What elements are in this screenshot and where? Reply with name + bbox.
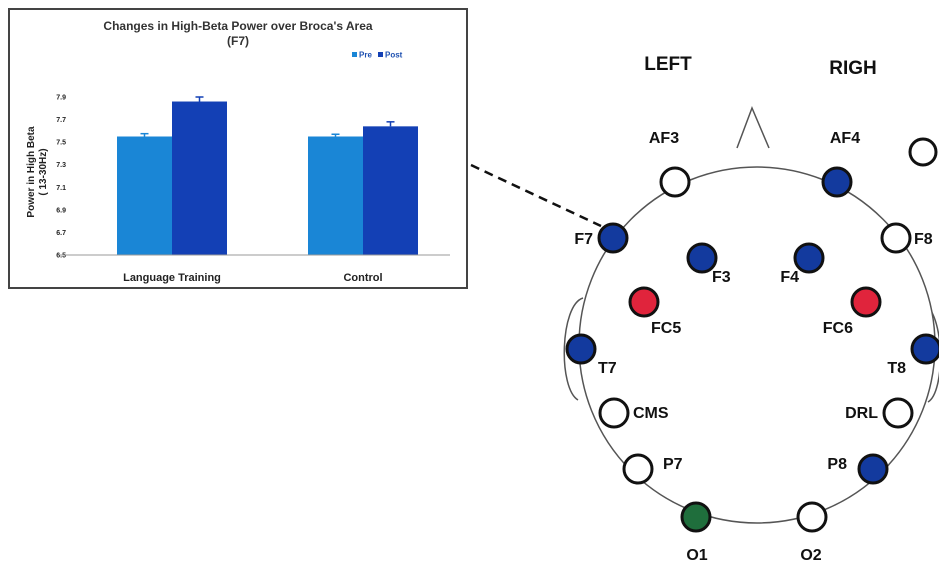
y-tick-label: 6.7 — [56, 230, 66, 237]
electrode-label: AF4 — [830, 130, 860, 147]
chart-subtitle: (F7) — [227, 34, 249, 48]
electrode-marker — [850, 286, 882, 318]
electrode-t8: T8 — [887, 333, 939, 377]
y-tick-label: 7.3 — [56, 162, 66, 169]
nose-marker — [736, 105, 770, 149]
electrode-marker — [597, 222, 629, 254]
y-tick-label: 6.5 — [56, 253, 66, 260]
category-label-language-training: Language Training — [123, 272, 221, 284]
y-tick-label: 7.9 — [56, 95, 66, 102]
connector-dashed-line — [470, 163, 602, 228]
chart-panel: Changes in High-Beta Power over Broca's … — [8, 8, 468, 289]
electrode-group: AF3 AF4 F7 F8 F3 F4 FC5 FC6 T7 T8 CMS DRL P7 P8 O1 O2 — [565, 130, 939, 564]
electrode-marker — [796, 501, 828, 533]
bar-post-control — [363, 126, 418, 255]
electrode-f4: F4 — [780, 242, 825, 286]
electrode-label: AF3 — [649, 130, 679, 147]
extra-electrode-marker — [908, 137, 938, 167]
electrode-marker — [628, 286, 660, 318]
legend-swatch-post — [378, 52, 383, 57]
electrode-cms: CMS — [598, 397, 669, 429]
bar-pre-control — [308, 136, 363, 255]
electrode-p7: P7 — [622, 453, 683, 485]
electrode-fc5: FC5 — [628, 286, 681, 337]
y-axis-ticks: 7.9 7.7 7.5 7.3 7.1 6.9 6.7 6.5 — [56, 95, 66, 260]
electrode-label: F4 — [780, 269, 799, 286]
electrode-f3: F3 — [686, 242, 731, 286]
electrode-f8: F8 — [880, 222, 933, 254]
electrode-t7: T7 — [565, 333, 617, 377]
y-tick-label: 7.7 — [56, 117, 66, 124]
bar-pre-language-training — [117, 136, 172, 255]
bar-post-language-training — [172, 101, 227, 255]
right-hemisphere-label: RIGH — [829, 58, 877, 79]
electrode-fc6: FC6 — [823, 286, 882, 337]
electrode-label: F8 — [914, 231, 933, 248]
electrode-label: T8 — [887, 360, 906, 377]
electrode-label: F7 — [574, 231, 593, 248]
electrode-marker — [565, 333, 597, 365]
y-axis-label-line1: Power in High Beta — [26, 126, 37, 218]
electrode-marker — [659, 166, 691, 198]
y-axis-label-line2: ( 13-30Hz) — [38, 148, 49, 195]
electrode-marker — [680, 501, 712, 533]
electrode-head-map: LEFT RIGH AF3 AF4 F7 F8 F3 F4 FC5 FC6 T7 T8 CMS DRL… — [563, 54, 939, 564]
electrode-marker — [880, 222, 912, 254]
electrode-marker — [622, 453, 654, 485]
y-tick-label: 7.5 — [56, 140, 66, 147]
electrode-label: F3 — [712, 269, 731, 286]
electrode-marker — [686, 242, 718, 274]
electrode-drl: DRL — [845, 397, 914, 429]
chart-title: Changes in High-Beta Power over Broca's … — [103, 19, 372, 33]
electrode-label: FC6 — [823, 320, 853, 337]
electrode-f7: F7 — [574, 222, 629, 254]
electrode-marker — [598, 397, 630, 429]
electrode-label: FC5 — [651, 320, 681, 337]
electrode-marker — [821, 166, 853, 198]
legend-swatch-pre — [352, 52, 357, 57]
electrode-marker — [882, 397, 914, 429]
electrode-o2: O2 — [796, 501, 828, 564]
electrode-label: P7 — [663, 456, 683, 473]
y-tick-label: 7.1 — [56, 185, 66, 192]
electrode-label: O2 — [800, 547, 821, 564]
electrode-af3: AF3 — [649, 130, 691, 198]
electrode-marker — [857, 453, 889, 485]
bar-series — [117, 101, 418, 255]
y-tick-label: 6.9 — [56, 207, 66, 214]
left-ear-outline — [563, 297, 584, 401]
category-label-control: Control — [343, 272, 382, 284]
legend-label-pre: Pre — [359, 51, 372, 60]
left-hemisphere-label: LEFT — [644, 54, 692, 75]
electrode-marker — [910, 333, 939, 365]
electrode-label: T7 — [598, 360, 617, 377]
electrode-marker — [793, 242, 825, 274]
electrode-label: O1 — [686, 547, 707, 564]
electrode-af4: AF4 — [821, 130, 860, 198]
legend-label-post: Post — [385, 51, 403, 60]
error-bars — [140, 96, 395, 137]
electrode-p8: P8 — [827, 453, 889, 485]
electrode-o1: O1 — [680, 501, 712, 564]
electrode-label: DRL — [845, 405, 878, 422]
electrode-label: CMS — [633, 405, 669, 422]
electrode-label: P8 — [827, 456, 847, 473]
